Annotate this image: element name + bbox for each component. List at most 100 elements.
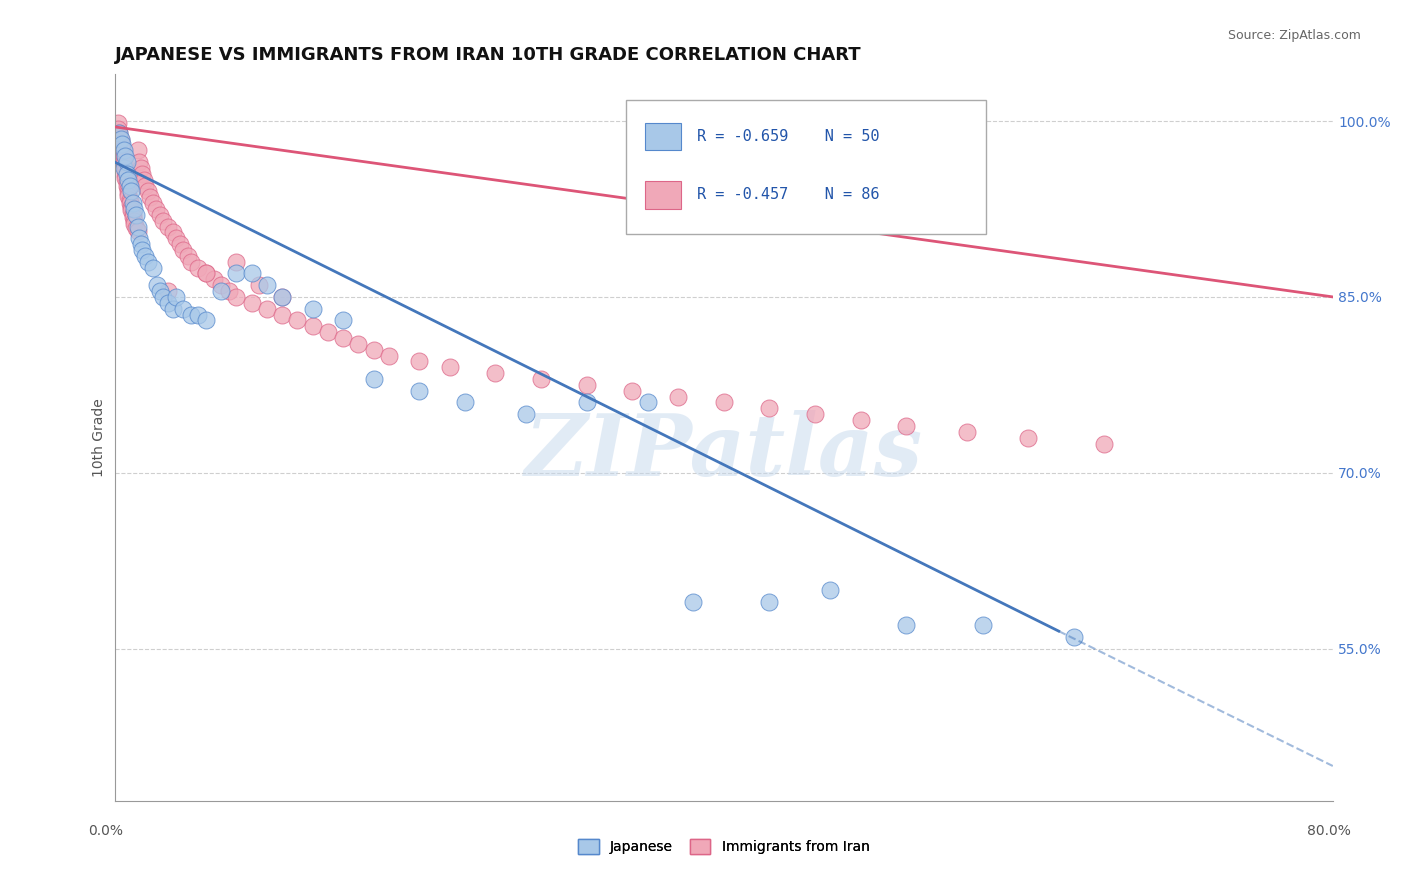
Point bbox=[117, 186, 139, 200]
Point bbox=[131, 243, 153, 257]
Point bbox=[107, 122, 129, 136]
Point bbox=[169, 237, 191, 252]
Point bbox=[146, 278, 169, 293]
Point bbox=[180, 254, 202, 268]
Point bbox=[122, 210, 145, 224]
Point bbox=[177, 249, 200, 263]
Point bbox=[156, 295, 179, 310]
Point bbox=[240, 267, 263, 281]
Point bbox=[621, 384, 644, 398]
Text: 0.0%: 0.0% bbox=[89, 824, 122, 838]
Point bbox=[156, 219, 179, 234]
Point bbox=[114, 168, 136, 182]
Text: JAPANESE VS IMMIGRANTS FROM IRAN 10TH GRADE CORRELATION CHART: JAPANESE VS IMMIGRANTS FROM IRAN 10TH GR… bbox=[115, 46, 862, 64]
Point bbox=[187, 308, 209, 322]
Point bbox=[149, 284, 172, 298]
Point bbox=[180, 308, 202, 322]
Point bbox=[115, 155, 138, 169]
Point bbox=[316, 325, 339, 339]
Text: ZIPatlas: ZIPatlas bbox=[524, 410, 922, 494]
Point bbox=[134, 178, 156, 193]
Point bbox=[110, 133, 132, 147]
Point bbox=[758, 401, 780, 416]
Point bbox=[202, 272, 225, 286]
Point bbox=[125, 220, 148, 235]
Point bbox=[112, 157, 135, 171]
Point bbox=[107, 116, 129, 130]
FancyBboxPatch shape bbox=[644, 181, 681, 209]
Point bbox=[108, 126, 131, 140]
Point bbox=[515, 407, 537, 421]
Point bbox=[682, 595, 704, 609]
Point bbox=[131, 167, 153, 181]
Point bbox=[956, 425, 979, 439]
Point bbox=[172, 243, 194, 257]
Point bbox=[439, 360, 461, 375]
Point bbox=[112, 144, 135, 158]
Point bbox=[152, 213, 174, 227]
Point bbox=[117, 182, 139, 196]
Point bbox=[271, 290, 294, 304]
Point bbox=[138, 190, 160, 204]
Point bbox=[408, 384, 430, 398]
Point bbox=[112, 150, 135, 164]
Point bbox=[108, 126, 131, 140]
Point bbox=[142, 196, 165, 211]
Point bbox=[149, 208, 172, 222]
Point bbox=[575, 377, 598, 392]
Point bbox=[111, 146, 134, 161]
Point bbox=[195, 267, 218, 281]
Point bbox=[129, 161, 152, 175]
Point bbox=[111, 144, 134, 158]
Point bbox=[187, 260, 209, 275]
Point bbox=[713, 395, 735, 409]
Point bbox=[218, 284, 240, 298]
Point bbox=[301, 301, 323, 316]
Point bbox=[136, 185, 159, 199]
Point bbox=[209, 284, 232, 298]
Point bbox=[484, 366, 506, 380]
Point bbox=[896, 618, 918, 632]
Point bbox=[111, 137, 134, 152]
Point bbox=[408, 354, 430, 368]
Point bbox=[134, 249, 156, 263]
Point bbox=[1094, 436, 1116, 450]
Point bbox=[114, 171, 136, 186]
Point bbox=[162, 301, 184, 316]
Point bbox=[271, 308, 294, 322]
Point bbox=[111, 140, 134, 154]
Point bbox=[162, 226, 184, 240]
Y-axis label: 10th Grade: 10th Grade bbox=[93, 398, 107, 477]
Point bbox=[363, 343, 385, 357]
Point bbox=[165, 231, 187, 245]
Point bbox=[1063, 630, 1085, 644]
Point bbox=[112, 161, 135, 175]
Point bbox=[1017, 431, 1039, 445]
Point bbox=[172, 301, 194, 316]
Point bbox=[256, 301, 278, 316]
Text: R = -0.457    N = 86: R = -0.457 N = 86 bbox=[697, 187, 879, 202]
FancyBboxPatch shape bbox=[626, 100, 986, 234]
Point bbox=[124, 213, 146, 227]
Point bbox=[127, 144, 149, 158]
Point bbox=[209, 278, 232, 293]
Point bbox=[120, 200, 142, 214]
Point bbox=[108, 129, 131, 144]
Point bbox=[332, 313, 354, 327]
Point bbox=[156, 284, 179, 298]
Point bbox=[301, 319, 323, 334]
Point bbox=[332, 331, 354, 345]
Point bbox=[114, 164, 136, 178]
Point bbox=[124, 217, 146, 231]
Point bbox=[118, 178, 141, 193]
Text: Source: ZipAtlas.com: Source: ZipAtlas.com bbox=[1227, 29, 1361, 42]
Point bbox=[114, 149, 136, 163]
Point bbox=[377, 349, 399, 363]
Point bbox=[115, 167, 138, 181]
Point bbox=[117, 189, 139, 203]
Point bbox=[240, 295, 263, 310]
Point bbox=[125, 208, 148, 222]
Point bbox=[115, 178, 138, 193]
Point bbox=[136, 254, 159, 268]
Point bbox=[110, 131, 132, 145]
